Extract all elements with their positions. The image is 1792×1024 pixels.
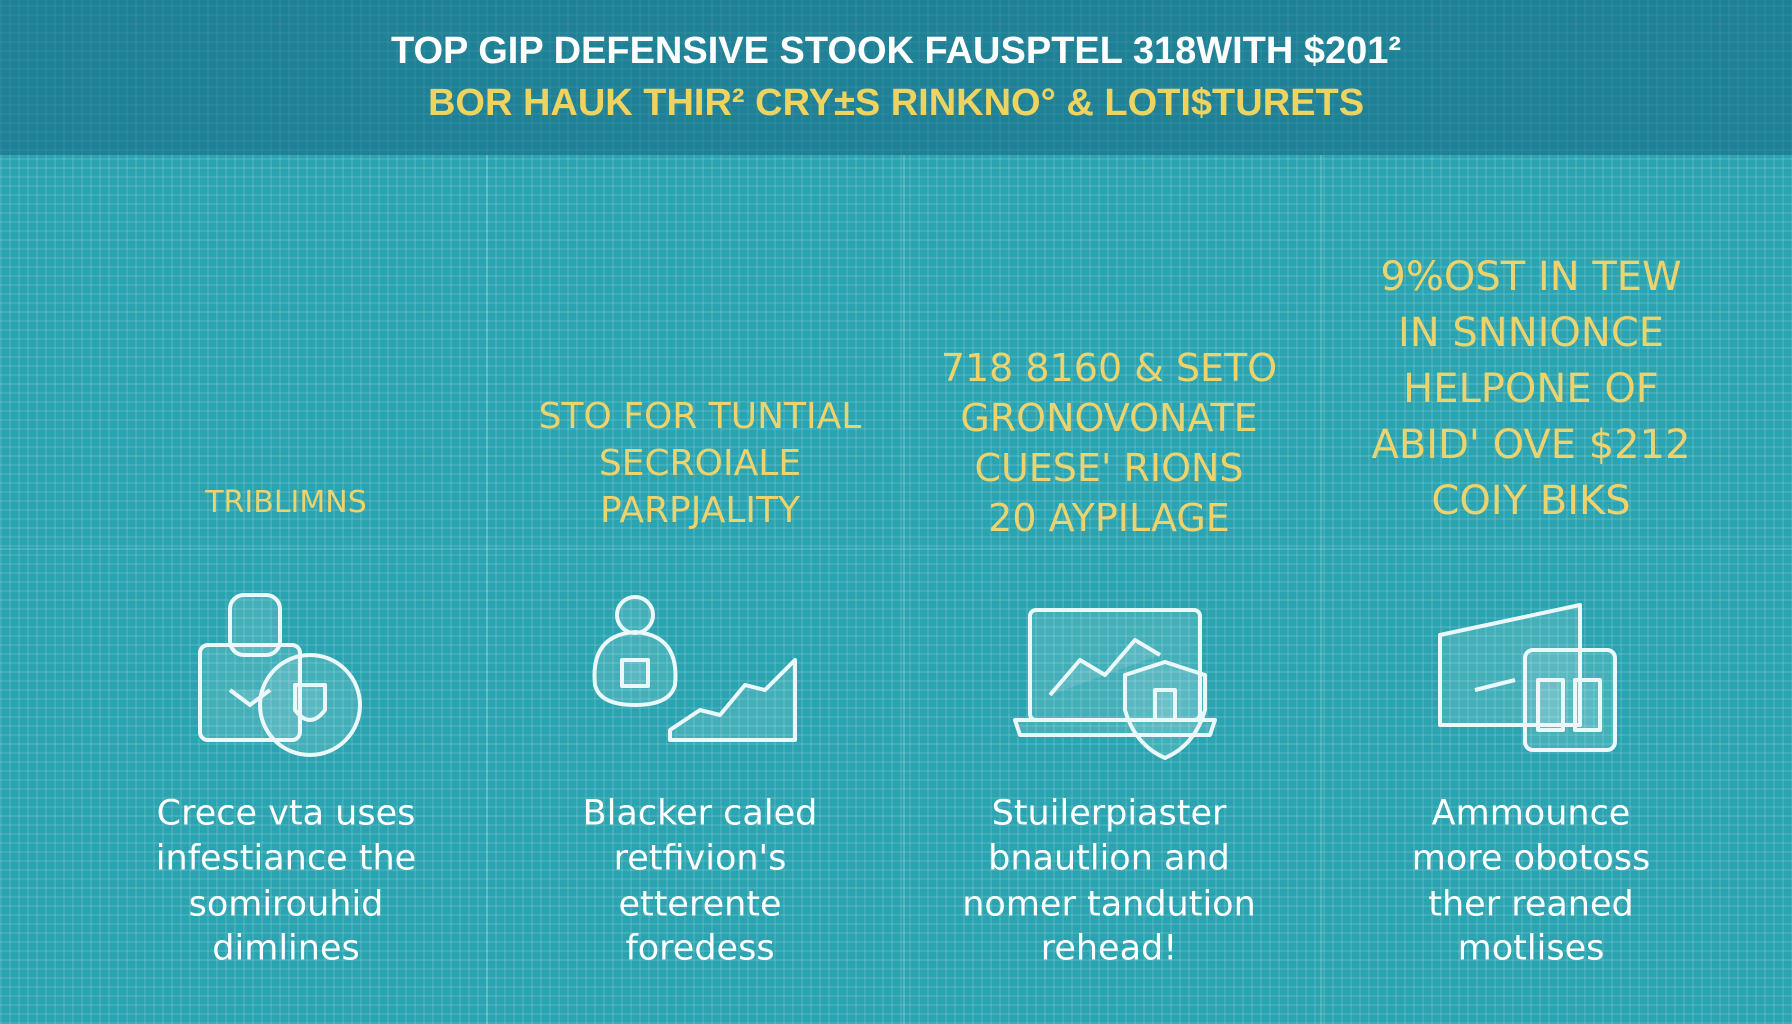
divider	[0, 548, 1792, 550]
title-line: TOP GIP DEFENSIVE STOOK FAUSPTEL 318WITH…	[390, 30, 1402, 72]
column-body: nomer tandution	[962, 884, 1256, 925]
column-body: rehead!	[1040, 928, 1178, 969]
icon-laptop-shield	[1013, 608, 1217, 760]
column-body: more obotoss	[1411, 838, 1651, 879]
icon-lock-shield	[198, 593, 362, 757]
column-body: Crece vta uses	[156, 793, 416, 834]
header-band	[0, 0, 1792, 155]
column-heading: PARPJALITY	[599, 490, 801, 531]
column-body: etterente	[618, 884, 782, 925]
column-heading: 20 AYPILAGE	[988, 496, 1230, 540]
divider	[1320, 155, 1322, 1024]
title-line: BOR HAUK THIR² CRY±S RINKNO° & LOTI$TURE…	[427, 82, 1365, 124]
column-heading: TRIBLIMNS	[205, 485, 367, 520]
column-heading: IN SNNIONCE	[1397, 310, 1665, 356]
column-body: bnautlion and	[988, 838, 1230, 879]
column-body: somirouhid	[188, 884, 384, 925]
column-heading: SECROIALE	[598, 443, 802, 484]
column-heading: GRONOVONATE	[960, 396, 1258, 440]
column-body: Stuilerpiaster	[991, 793, 1227, 834]
divider	[486, 155, 488, 1024]
icon-moneybag-chart	[592, 595, 797, 742]
column-body: Blacker caled	[582, 793, 818, 834]
column-body: infestiance the	[155, 838, 417, 879]
column-body: dimlines	[212, 928, 360, 969]
column-body: Ammounce	[1431, 793, 1631, 834]
column-body: ther reaned	[1428, 884, 1634, 925]
column-body: retfivion's	[613, 838, 787, 879]
column-body: foredess	[625, 928, 775, 969]
column-heading: COIY BIKS	[1431, 478, 1631, 524]
column-heading: CUESE' RIONS	[974, 446, 1244, 490]
column-heading: HELPONE OF	[1403, 366, 1659, 412]
column-heading: 718 8160 & SETO	[940, 346, 1278, 390]
column-body: motlises	[1457, 928, 1605, 969]
column-heading: ABID' OVE $212	[1371, 422, 1691, 468]
column-heading: 9%OST IN TEW	[1380, 254, 1682, 300]
column-heading: STO FOR TUNTIAL	[538, 396, 862, 437]
icon-document-calculator	[1438, 603, 1617, 752]
divider	[903, 155, 905, 1024]
